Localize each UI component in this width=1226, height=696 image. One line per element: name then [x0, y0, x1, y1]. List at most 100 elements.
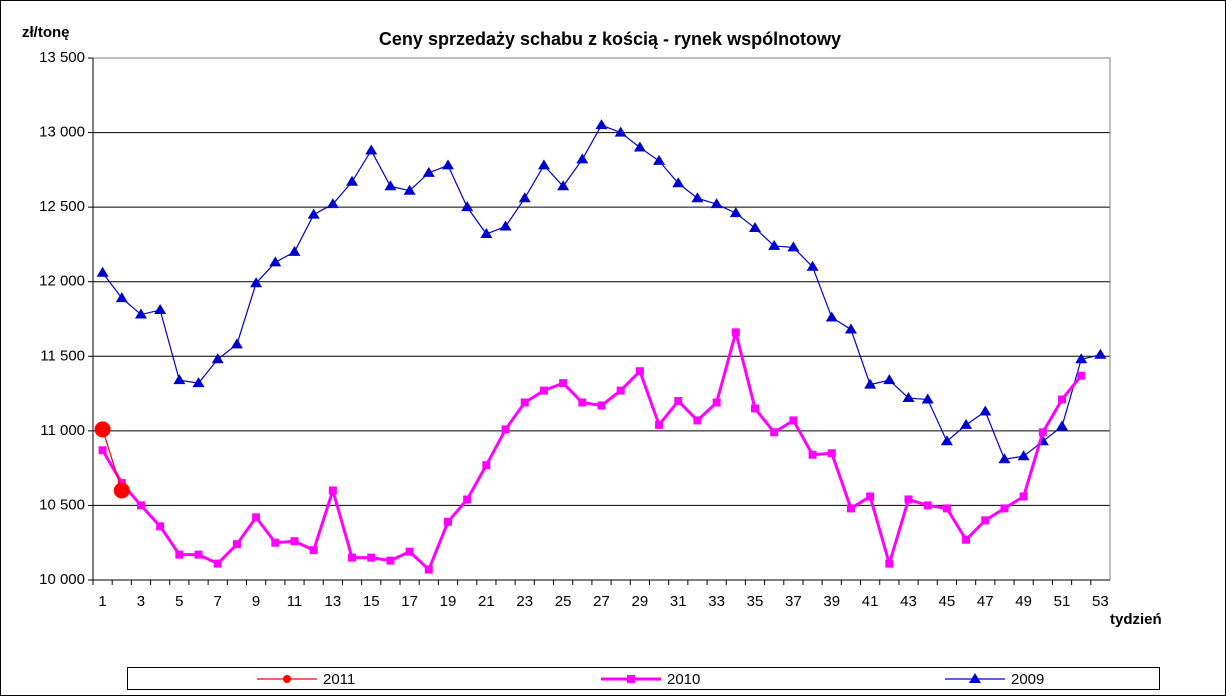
data-point [904, 495, 913, 504]
legend-label: 2011 [323, 671, 355, 688]
data-point [230, 338, 243, 349]
data-point [960, 418, 973, 429]
data-point [328, 486, 337, 495]
data-point [211, 353, 224, 364]
data-point [962, 535, 971, 544]
data-point [1094, 348, 1107, 359]
data-point [250, 277, 263, 288]
data-point [653, 154, 666, 165]
y-axis-label: zł/tonę [22, 24, 70, 41]
data-point [712, 398, 721, 407]
x-tick-label: 7 [214, 593, 222, 610]
x-tick-label: 17 [401, 593, 418, 610]
y-tick-label: 13 000 [39, 124, 85, 141]
data-point [386, 556, 395, 565]
x-tick-label: 43 [900, 593, 917, 610]
x-tick-label: 33 [708, 593, 725, 610]
legend-label: 2010 [667, 671, 700, 688]
data-point [501, 425, 510, 434]
data-point [710, 198, 723, 209]
data-point [271, 538, 280, 547]
data-point [309, 546, 318, 555]
data-point [597, 401, 606, 410]
data-point [194, 550, 203, 559]
x-tick-label: 45 [939, 593, 956, 610]
data-point [846, 504, 855, 513]
data-point [633, 141, 646, 152]
data-point [921, 393, 934, 404]
data-point [348, 553, 357, 562]
data-point [482, 461, 491, 470]
x-tick-label: 51 [1054, 593, 1071, 610]
data-point [864, 378, 877, 389]
data-point [98, 446, 107, 455]
data-point [789, 416, 798, 425]
data-point [902, 392, 915, 403]
data-point [307, 208, 320, 219]
data-point [367, 553, 376, 562]
data-point [173, 374, 186, 385]
data-point [232, 540, 241, 549]
data-point [443, 517, 452, 526]
legend-marker [283, 675, 291, 683]
data-point [751, 404, 760, 413]
data-point [154, 304, 167, 315]
data-point [405, 547, 414, 556]
data-point [288, 245, 301, 256]
data-point [693, 416, 702, 425]
data-point [520, 398, 529, 407]
data-point [96, 266, 109, 277]
x-tick-label: 39 [823, 593, 840, 610]
data-point [346, 175, 359, 186]
series-line [101, 326, 1083, 573]
data-point [923, 501, 932, 510]
data-point [134, 308, 147, 319]
data-point [213, 559, 222, 568]
y-tick-label: 11 000 [40, 422, 85, 439]
data-point [115, 292, 128, 303]
x-tick-label: 5 [175, 593, 183, 610]
x-tick-label: 25 [555, 593, 572, 610]
data-point [539, 386, 548, 395]
series-line [102, 429, 123, 491]
x-tick-label: 13 [325, 593, 342, 610]
x-tick-label: 3 [137, 593, 145, 610]
data-point [557, 180, 570, 191]
x-tick-label: 37 [785, 593, 802, 610]
data-point [290, 537, 299, 546]
x-tick-label: 1 [98, 593, 106, 610]
data-point [326, 198, 339, 209]
data-point [384, 180, 397, 191]
x-tick-label: 53 [1092, 593, 1109, 610]
y-tick-label: 10 000 [39, 571, 85, 588]
chart-title: Ceny sprzedaży schabu z kością - rynek w… [379, 29, 841, 49]
data-point [576, 153, 589, 164]
data-point [672, 177, 685, 188]
data-point [806, 260, 819, 271]
data-point [729, 207, 742, 218]
x-tick-label: 35 [747, 593, 764, 610]
data-point [595, 119, 608, 130]
data-point [827, 449, 836, 458]
data-point [1056, 420, 1069, 431]
data-point [175, 550, 184, 559]
data-point [441, 159, 454, 170]
data-point [979, 405, 992, 416]
data-point [940, 435, 953, 446]
data-point [94, 421, 111, 438]
data-point [578, 398, 587, 407]
data-point [537, 159, 550, 170]
data-point [463, 495, 472, 504]
data-point [113, 482, 130, 499]
data-point [1000, 504, 1009, 513]
data-point [480, 227, 493, 238]
x-tick-label: 27 [593, 593, 610, 610]
data-point [403, 184, 416, 195]
data-point [252, 513, 261, 522]
data-point [866, 492, 875, 501]
data-point [770, 428, 779, 437]
data-point [559, 379, 568, 388]
data-point [518, 192, 531, 203]
x-tick-label: 29 [632, 593, 649, 610]
